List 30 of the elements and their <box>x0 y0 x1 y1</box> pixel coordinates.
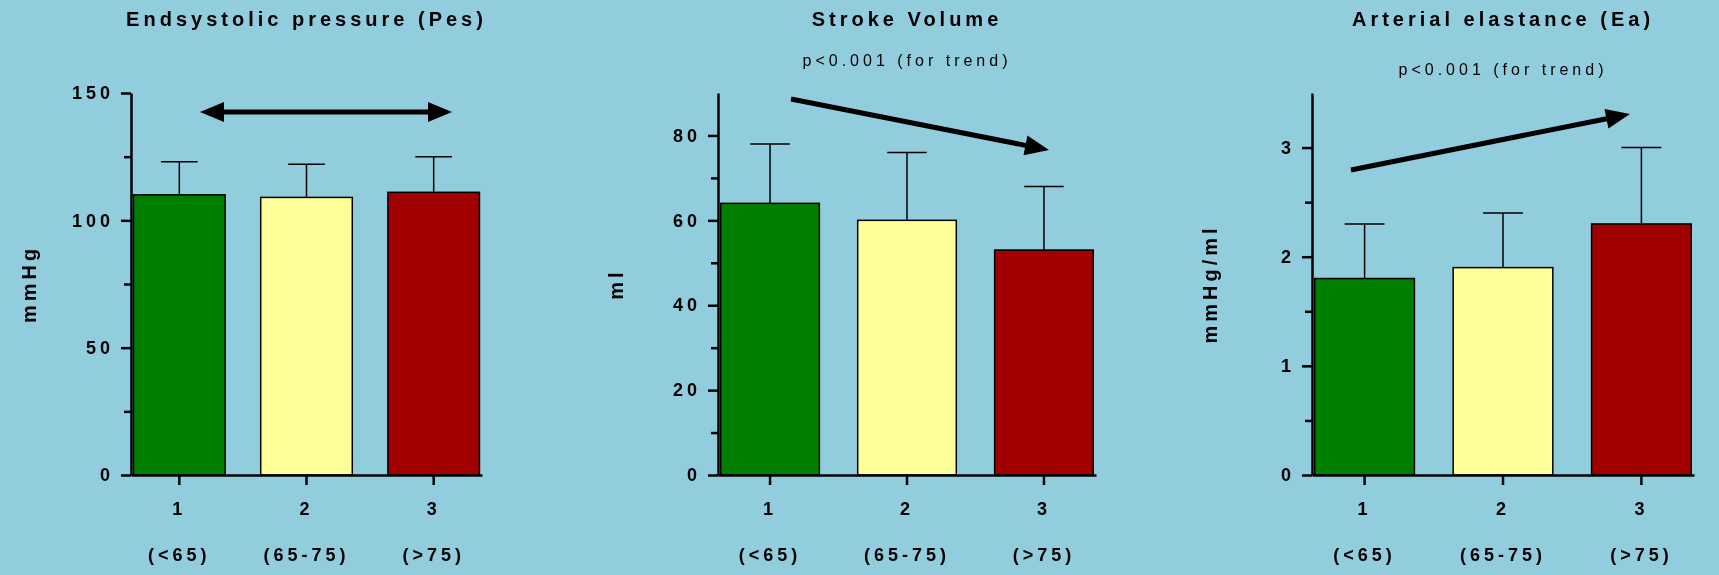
y-tick-label: 2 <box>1280 246 1295 267</box>
category-label: 3 (>75) <box>1012 499 1076 565</box>
y-tick-label: 3 <box>1280 137 1295 158</box>
y-tick-label: 0 <box>686 465 701 486</box>
y-tick-label: 80 <box>672 125 701 146</box>
category-label: 1 (<65) <box>1333 499 1396 565</box>
text: p<0.001 (for trend) <box>802 52 1012 69</box>
y-tick-label: 1 <box>1280 356 1295 377</box>
chart-title: Endsystolic pressure (Pes) <box>126 8 487 30</box>
category-label: 2 (65-75) <box>863 499 951 565</box>
chart-title: Stroke Volume <box>811 8 1003 30</box>
category-label: 1 (<65) <box>148 499 211 565</box>
category-label: 1 (<65) <box>738 499 802 565</box>
category-label: 2 (65-75) <box>1459 499 1547 565</box>
y-tick-label: 150 <box>71 83 114 104</box>
y-tick-label: 20 <box>672 380 701 401</box>
y-axis-title: ml <box>605 268 627 300</box>
y-axis-title: mmHg/ml <box>1199 224 1221 344</box>
text: p<0.001 (for trend) <box>1398 61 1608 78</box>
y-tick-label: 0 <box>99 465 114 486</box>
y-tick-label: 40 <box>672 295 701 316</box>
chart-title: Arterial elastance (Ea) <box>1351 8 1655 30</box>
y-tick-label: 50 <box>85 337 114 358</box>
y-axis-title: mmHg <box>18 244 40 324</box>
y-tick-label: 100 <box>71 210 114 231</box>
category-label: 3 (>75) <box>402 499 465 565</box>
y-tick-label: 60 <box>672 210 701 231</box>
y-tick-label: 0 <box>1280 465 1295 486</box>
category-label: 2 (65-75) <box>263 499 350 565</box>
category-label: 3 (>75) <box>1610 499 1673 565</box>
